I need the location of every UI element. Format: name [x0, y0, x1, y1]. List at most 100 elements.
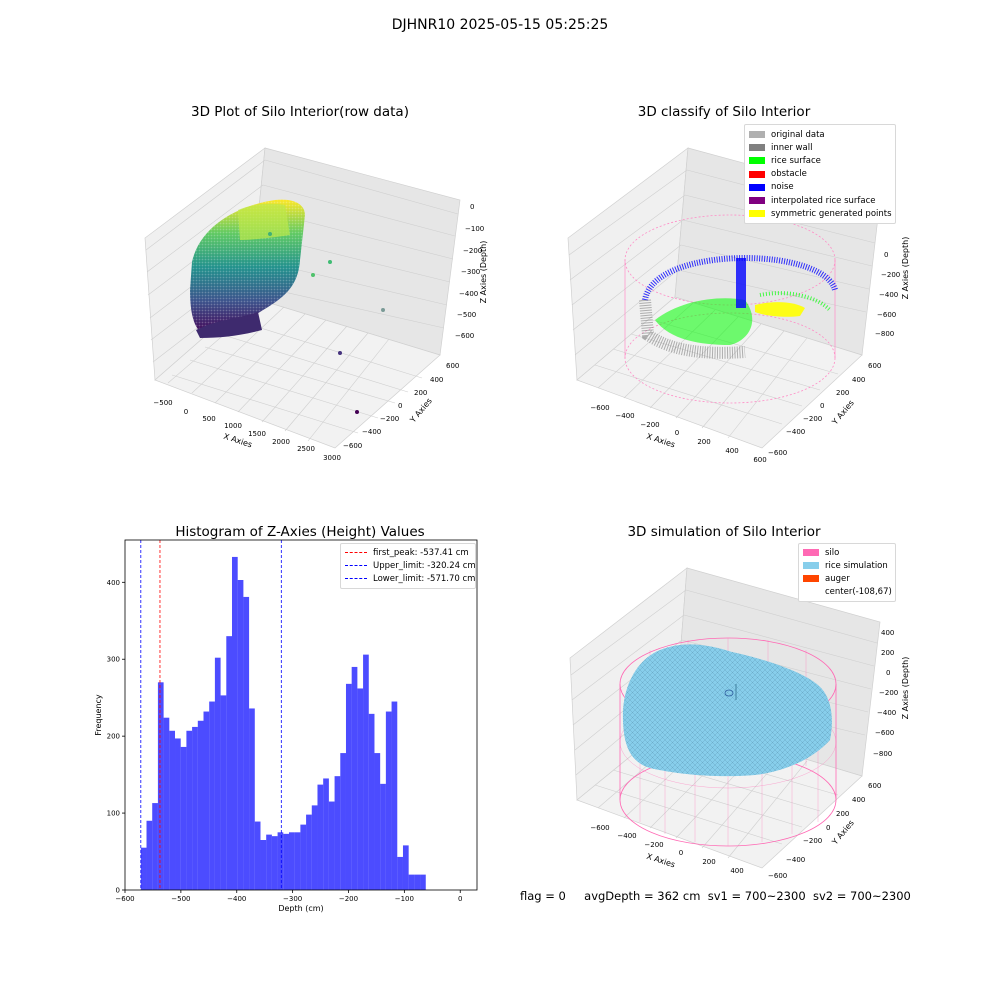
- histogram-bar: [300, 824, 307, 890]
- figure-title: DJHNR10 2025-05-15 05:25:25: [391, 17, 609, 33]
- histogram-bar: [345, 683, 352, 890]
- histogram-x-tick-label: −200: [339, 895, 358, 903]
- histogram-bar: [420, 874, 426, 890]
- histogram-reference-lines: [140, 540, 282, 890]
- histogram-title: Histogram of Z-Axies (Height) Values: [175, 524, 425, 540]
- legend-item: original data: [749, 128, 891, 141]
- histogram-bar: [214, 657, 221, 890]
- legend-label: interpolated rice surface: [771, 195, 876, 206]
- legend-line-swatch: [345, 552, 367, 554]
- histogram-bar: [152, 803, 158, 890]
- classify-x-tick: 200: [697, 438, 710, 446]
- classify-x-tick: 0: [675, 429, 679, 437]
- histogram-bar: [357, 688, 364, 890]
- histogram-bar: [186, 730, 193, 890]
- simulation-x-tick: −600: [590, 824, 609, 832]
- histogram-x-ticks: −600 −500 −400 −300 −200 −100 0: [115, 890, 462, 903]
- histogram-bar: [209, 701, 215, 890]
- legend-label: original data: [771, 129, 825, 140]
- simulation-z-tick: −800: [873, 750, 892, 758]
- legend-label: silo: [825, 547, 840, 558]
- simulation-y-tick: −400: [786, 856, 805, 864]
- classify-z-tick: −800: [875, 330, 894, 338]
- histogram-bar: [363, 654, 369, 890]
- classify-y-tick: −600: [768, 449, 787, 457]
- legend-item: rice simulation: [803, 559, 891, 572]
- histogram-bar: [391, 701, 398, 890]
- histogram-bar: [249, 708, 255, 890]
- simulation-legend: silo rice simulation auger center(-108,6…: [798, 543, 896, 602]
- histogram-bar: [414, 874, 421, 890]
- legend-swatch: [749, 157, 765, 165]
- raw-y-tick: −200: [380, 415, 399, 423]
- simulation-z-tick: −400: [877, 709, 896, 717]
- histogram-bar: [231, 556, 238, 890]
- raw-point-cloud: [190, 199, 385, 414]
- histogram-x-tick-label: −600: [115, 895, 134, 903]
- legend-swatch: [803, 549, 819, 557]
- legend-item: center(-108,67): [803, 586, 892, 599]
- simulation-z-tick: 400: [881, 629, 894, 637]
- classify-legend: original data inner wall rice surface ob…: [744, 124, 896, 225]
- histogram-bar: [283, 833, 289, 890]
- simulation-axis-ticks: −600 −400 −200 0 200 400 600 400 200 0 −…: [590, 629, 898, 880]
- legend-item: rice surface: [749, 154, 891, 167]
- histogram-bar: [408, 874, 415, 890]
- simulation-x-tick: 200: [702, 858, 715, 866]
- simulation-x-tick: 0: [679, 849, 683, 857]
- raw-z-tick: −300: [461, 268, 480, 276]
- histogram-bar: [220, 695, 227, 890]
- classify-y-tick: 200: [836, 389, 849, 397]
- classify-x-tick: −400: [615, 412, 634, 420]
- histogram-x-tick-label: −400: [227, 895, 246, 903]
- status-line: flag = 0 avgDepth = 362 cm sv1 = 700~230…: [520, 889, 911, 903]
- legend-swatch: [749, 210, 765, 218]
- histogram-bar: [226, 636, 232, 890]
- raw-x-tick: 1000: [224, 422, 242, 430]
- histogram-bar: [146, 820, 153, 890]
- histogram-bar: [323, 778, 329, 890]
- simulation-plot-title: 3D simulation of Silo Interior: [627, 524, 821, 540]
- histogram-y-tick-label: 300: [107, 656, 120, 664]
- simulation-y-tick: 600: [868, 782, 881, 790]
- legend-swatch: [749, 197, 765, 205]
- simulation-y-tick: 200: [836, 810, 849, 818]
- raw-y-tick: 0: [398, 402, 402, 410]
- raw-z-tick: −600: [455, 332, 474, 340]
- legend-line-swatch: [345, 565, 367, 567]
- legend-line-swatch: [345, 578, 367, 580]
- classify-x-tick: 600: [753, 456, 766, 464]
- histogram-bar: [243, 596, 250, 890]
- raw-z-tick: 0: [470, 203, 474, 211]
- simulation-y-label: Y Axies: [830, 818, 856, 847]
- classify-y-tick: 0: [820, 402, 824, 410]
- raw-3d-plot: −500 0 500 1000 1500 2000 2500 3000 600 …: [144, 147, 488, 462]
- histogram-bar: [306, 814, 312, 890]
- simulation-z-label: Z Axies (Depth): [901, 657, 910, 720]
- legend-swatch: [803, 575, 819, 583]
- legend-item: silo: [803, 546, 891, 559]
- histogram-bar: [311, 805, 318, 890]
- flag-value: flag = 0: [520, 889, 566, 903]
- raw-z-tick: −400: [459, 290, 478, 298]
- raw-y-tick: −600: [343, 442, 362, 450]
- legend-swatch: [749, 183, 765, 191]
- raw-x-tick: 2000: [272, 438, 290, 446]
- histogram-bar: [340, 753, 346, 890]
- histogram-bar: [266, 834, 272, 890]
- legend-item: obstacle: [749, 168, 891, 181]
- histogram-y-tick-label: 0: [116, 887, 120, 895]
- simulation-x-tick: 400: [730, 867, 743, 875]
- legend-item: Upper_limit: -320.24 cm: [345, 559, 476, 572]
- histogram-y-ticks: 0 100 200 300 400: [107, 579, 125, 895]
- raw-z-tick: −200: [463, 247, 482, 255]
- legend-swatch: [749, 144, 765, 152]
- legend-swatch: [803, 589, 819, 596]
- histogram-bar: [271, 836, 278, 890]
- sv2-value: sv2 = 700~2300: [812, 889, 911, 903]
- legend-item: first_peak: -537.41 cm: [345, 546, 471, 559]
- raw-x-tick: 0: [184, 408, 188, 416]
- raw-z-label: Z Axies (Depth): [479, 241, 488, 304]
- classify-z-label: Z Axies (Depth): [901, 237, 910, 300]
- simulation-x-tick: −200: [644, 841, 663, 849]
